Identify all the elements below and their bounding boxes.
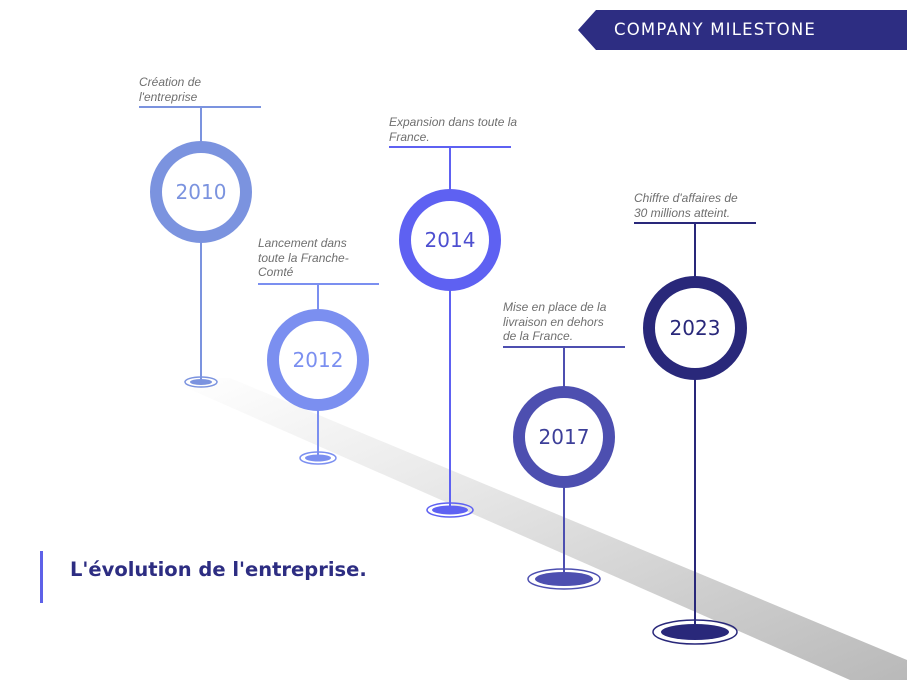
milestone-year: 2014 <box>425 228 476 252</box>
milestone-text-2023: Chiffre d'affaires de 30 millions attein… <box>634 191 738 220</box>
subtitle-accent-bar <box>40 551 43 603</box>
milestone-2010: 2010 <box>139 106 261 388</box>
milestone-text-2014: Expansion dans toute la France. <box>389 115 518 144</box>
milestone-2012: 2012 <box>258 283 379 465</box>
milestone-base-outer <box>652 619 738 645</box>
milestone-base <box>661 624 729 640</box>
milestone-base <box>432 505 468 515</box>
milestone-base <box>305 454 331 462</box>
milestone-base-outer <box>426 502 474 518</box>
milestone-ring <box>643 276 747 380</box>
milestone-2023: 2023 <box>634 222 756 645</box>
milestone-text-2017: Mise en place de la livraison en dehors … <box>503 300 607 343</box>
milestone-year: 2012 <box>293 348 344 372</box>
header-title: COMPANY MILESTONE <box>614 20 817 39</box>
milestone-base-outer <box>184 376 218 388</box>
header-banner: COMPANY MILESTONE <box>578 10 907 50</box>
milestone-text-2012: Lancement dans toute la Franche-Comté <box>258 236 349 279</box>
milestone-ring <box>267 309 369 411</box>
milestone-2017: 2017 <box>503 346 625 590</box>
milestone-2014: 2014 <box>389 146 511 518</box>
milestone-base-outer <box>527 568 601 590</box>
milestone-base <box>535 572 593 586</box>
milestone-base-outer <box>299 451 337 465</box>
milestone-ring <box>399 189 501 291</box>
floor-shadow <box>180 378 907 680</box>
milestone-ring <box>150 141 252 243</box>
milestone-text-2010: Création de l'entreprise <box>139 75 202 104</box>
milestone-year: 2023 <box>670 316 721 340</box>
milestone-ring <box>513 386 615 488</box>
page-subtitle: L'évolution de l'entreprise. <box>70 558 367 581</box>
milestone-year: 2010 <box>176 180 227 204</box>
milestone-base <box>190 379 212 385</box>
milestone-year: 2017 <box>539 425 590 449</box>
